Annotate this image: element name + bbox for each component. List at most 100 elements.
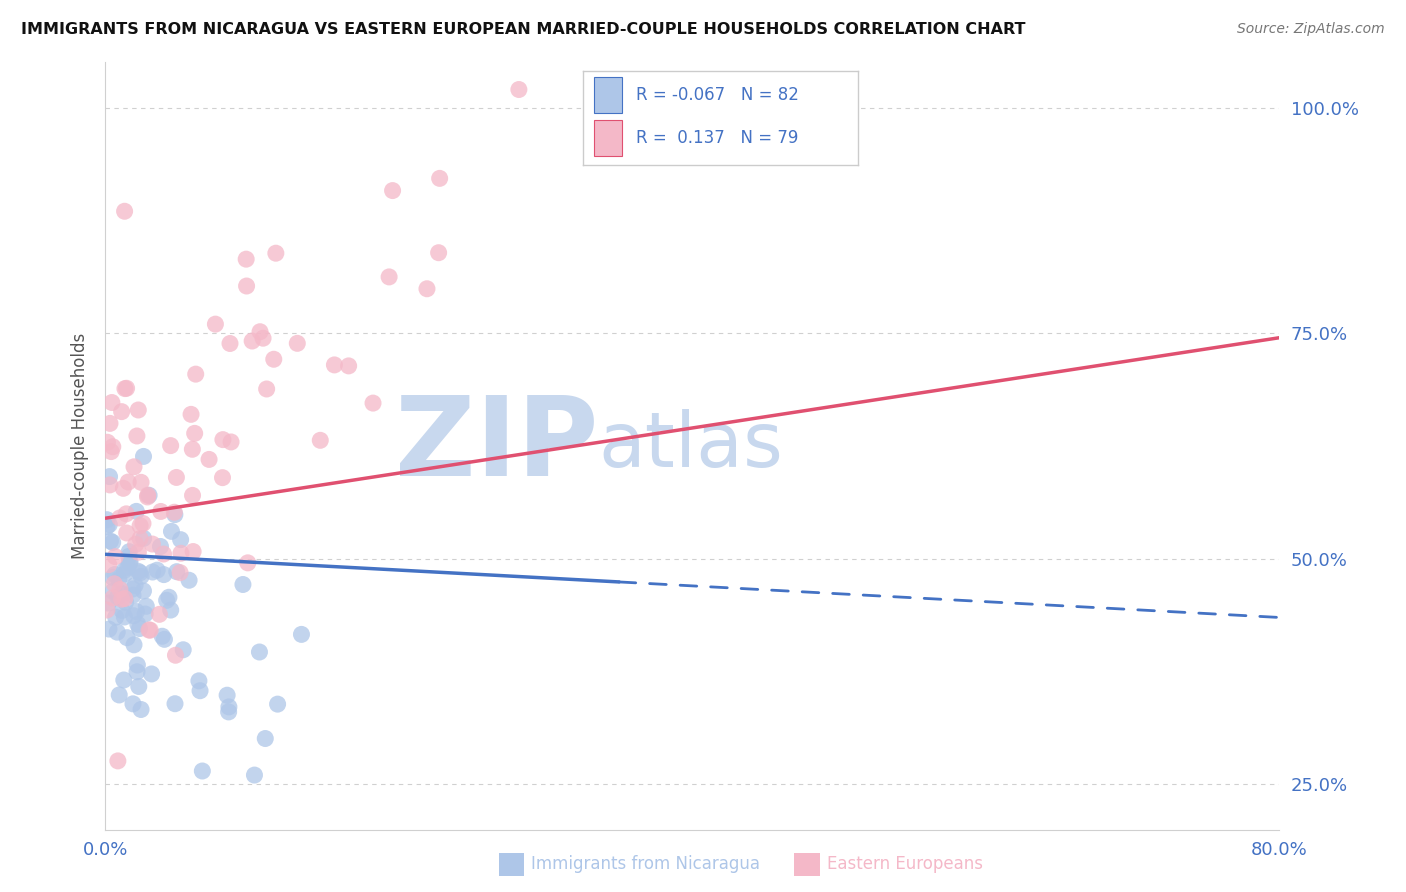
Point <box>172 642 194 657</box>
Point <box>166 565 188 579</box>
Point <box>160 524 183 539</box>
Point <box>129 518 152 533</box>
Point <box>235 279 257 293</box>
Point <box>139 623 162 637</box>
Point <box>105 625 128 640</box>
Point <box>129 569 152 583</box>
Point <box>181 442 204 457</box>
Point <box>114 382 136 396</box>
Point <box>136 490 159 504</box>
Point <box>132 516 155 531</box>
Point <box>249 645 271 659</box>
Point <box>156 593 179 607</box>
Point <box>96 435 118 450</box>
Point <box>148 607 170 622</box>
Point <box>134 607 156 621</box>
Point <box>177 574 200 588</box>
Point <box>122 459 145 474</box>
Point <box>112 563 135 577</box>
Point <box>252 331 274 345</box>
Point <box>150 629 173 643</box>
Point <box>96 603 118 617</box>
Point <box>125 665 148 679</box>
Point <box>132 450 155 464</box>
Point <box>104 567 127 582</box>
Point <box>100 444 122 458</box>
Point <box>219 434 242 449</box>
Point <box>101 570 124 584</box>
Point <box>132 583 155 598</box>
Point <box>285 336 308 351</box>
Point <box>125 429 148 443</box>
Point <box>127 658 149 673</box>
Text: R = -0.067   N = 82: R = -0.067 N = 82 <box>636 86 799 103</box>
Point <box>240 334 263 348</box>
Point <box>111 588 134 602</box>
Point <box>111 404 134 418</box>
Point <box>232 577 254 591</box>
Point <box>115 507 138 521</box>
Point <box>127 564 149 578</box>
Point <box>108 573 131 587</box>
Text: Eastern Europeans: Eastern Europeans <box>827 855 983 873</box>
Point <box>323 358 346 372</box>
Point <box>125 504 148 518</box>
Point <box>96 520 118 534</box>
Point <box>111 603 134 617</box>
Point <box>108 511 131 525</box>
Point <box>124 578 146 592</box>
Point <box>114 591 136 606</box>
Point <box>169 533 191 547</box>
Text: R =  0.137   N = 79: R = 0.137 N = 79 <box>636 128 799 147</box>
Point <box>263 352 285 367</box>
Point <box>121 582 143 596</box>
Point <box>127 617 149 632</box>
Point <box>104 549 127 564</box>
Point <box>361 396 384 410</box>
Point <box>107 754 129 768</box>
Point <box>135 599 157 614</box>
Text: IMMIGRANTS FROM NICARAGUA VS EASTERN EUROPEAN MARRIED-COUPLE HOUSEHOLDS CORRELAT: IMMIGRANTS FROM NICARAGUA VS EASTERN EUR… <box>21 22 1025 37</box>
Point <box>96 513 118 527</box>
Point <box>122 608 145 623</box>
Point <box>169 566 191 580</box>
Point <box>187 673 209 688</box>
Point <box>157 591 180 605</box>
Point <box>97 558 120 572</box>
Point <box>114 566 136 581</box>
Point <box>114 204 136 219</box>
Point <box>107 590 129 604</box>
Point <box>142 565 165 579</box>
Point <box>136 488 159 502</box>
Bar <box>595 120 621 156</box>
Point <box>129 532 152 546</box>
Point <box>117 475 139 489</box>
Point <box>235 252 257 267</box>
Text: ZIP: ZIP <box>395 392 599 500</box>
Point <box>114 595 136 609</box>
Point <box>153 567 176 582</box>
Point <box>128 680 150 694</box>
Point <box>219 336 242 351</box>
Point <box>217 688 239 702</box>
Point <box>108 688 131 702</box>
Point <box>165 648 187 663</box>
Point <box>97 622 120 636</box>
Point <box>290 627 312 641</box>
Point <box>101 584 124 599</box>
Point <box>138 488 160 502</box>
Point <box>141 537 163 551</box>
Point <box>100 534 122 549</box>
Point <box>256 382 278 396</box>
Point <box>212 433 235 447</box>
Point <box>101 440 124 454</box>
Point <box>129 702 152 716</box>
Point <box>115 631 138 645</box>
Point <box>146 563 169 577</box>
Point <box>118 549 141 564</box>
Point <box>163 508 186 522</box>
Point <box>117 560 139 574</box>
Point <box>129 475 152 490</box>
Point <box>124 537 146 551</box>
Point <box>101 535 124 549</box>
